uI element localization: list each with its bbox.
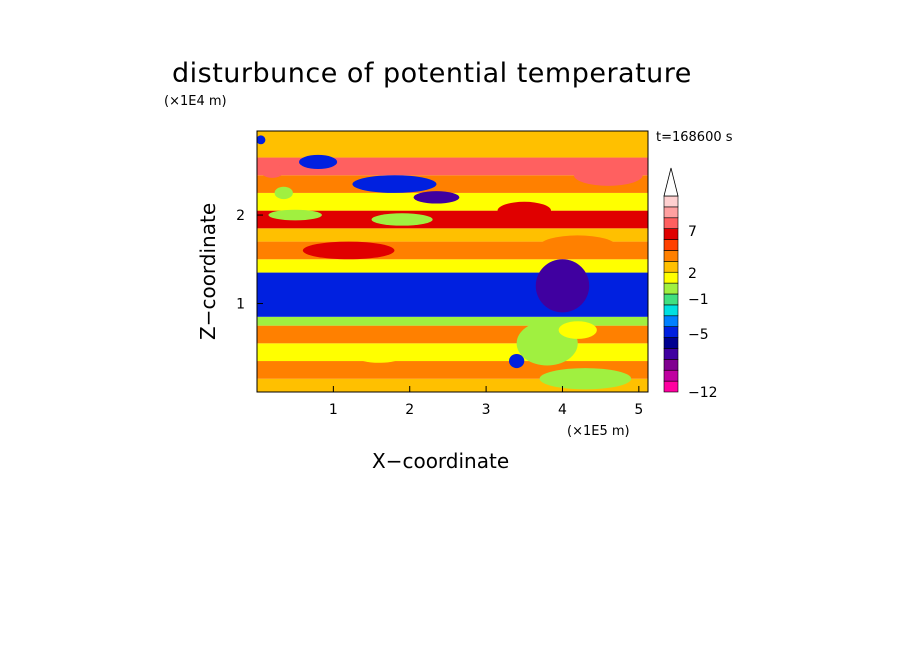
y-tick-label-1: 2: [236, 208, 245, 224]
colorbar-swatch-5: [663, 326, 679, 338]
x-axis-unit: (×1E5 m): [567, 424, 630, 439]
contour-band-11: [257, 175, 648, 193]
axes: 1 2 3 4 5 1 2: [236, 208, 643, 418]
contour-blob-17: [257, 135, 266, 145]
colorbar-label-0: −12: [688, 385, 718, 401]
contour-blob-14: [539, 368, 632, 390]
colorbar-swatch-4: [663, 337, 679, 349]
colorbar-swatch-17: [663, 195, 679, 208]
x-tick-label-1: 2: [405, 402, 414, 418]
colorbar: −12−5−127: [663, 167, 718, 401]
contour-band-12: [257, 157, 648, 176]
contour-blob-12: [509, 353, 525, 369]
colorbar-swatch-0: [663, 380, 679, 393]
contour-blob-9: [539, 235, 616, 257]
contour-band-13: [257, 131, 648, 158]
contour-blob-2: [413, 191, 460, 204]
contour-blob-6: [260, 163, 284, 178]
colorbar-swatch-13: [663, 239, 679, 251]
contour-band-9: [257, 210, 648, 229]
colorbar-extension-arrow: [663, 167, 679, 197]
colorbar-swatch-8: [663, 293, 679, 306]
colorbar-swatch-3: [663, 348, 679, 360]
colorbar-swatch-12: [663, 250, 679, 262]
contour-blob-13: [558, 321, 597, 339]
contour-band-4: [257, 316, 648, 326]
contour-blob-15: [356, 350, 403, 363]
contour-blob-4: [371, 213, 433, 226]
contour-band-8: [257, 228, 648, 242]
contour-blob-8: [497, 201, 552, 220]
colorbar-swatch-6: [663, 315, 679, 327]
contour-field: [257, 131, 648, 392]
colorbar-swatch-2: [663, 359, 679, 371]
colorbar-label-4: 7: [688, 224, 697, 240]
x-tick-label-4: 5: [634, 402, 643, 418]
y-axis-unit: (×1E4 m): [164, 94, 227, 109]
colorbar-swatch-14: [663, 228, 679, 240]
x-tick-label-2: 3: [482, 402, 491, 418]
contour-blob-5: [302, 241, 395, 260]
colorbar-swatch-16: [663, 206, 679, 219]
contour-band-6: [257, 259, 648, 273]
colorbar-swatch-11: [663, 261, 679, 273]
chart-title: disturbunce of potential temperature: [172, 58, 692, 89]
colorbar-swatch-1: [663, 369, 679, 382]
colorbar-swatch-10: [663, 271, 679, 284]
colorbar-swatch-15: [663, 217, 679, 229]
y-tick-label-0: 1: [236, 297, 245, 313]
contour-blob-1: [352, 175, 437, 193]
colorbar-label-2: −1: [688, 292, 709, 308]
plot-frame: [256, 130, 649, 393]
contour-blob-7: [573, 164, 643, 186]
x-tick-label-3: 4: [558, 402, 567, 418]
colorbar-swatch-9: [663, 282, 679, 295]
contour-band-10: [257, 192, 648, 211]
contour-band-2: [257, 343, 648, 362]
time-label: t=168600 s: [656, 130, 733, 145]
contour-blob-0: [299, 154, 338, 170]
contour-blob-10: [535, 259, 590, 313]
colorbar-swatch-7: [663, 304, 679, 317]
colorbar-label-1: −5: [688, 327, 709, 343]
x-axis-label: X−coordinate: [372, 449, 510, 473]
contour-blob-3: [268, 209, 322, 221]
contour-blob-16: [274, 186, 293, 200]
colorbar-label-3: 2: [688, 266, 697, 282]
x-tick-label-0: 1: [329, 402, 338, 418]
contour-band-5: [257, 272, 648, 317]
